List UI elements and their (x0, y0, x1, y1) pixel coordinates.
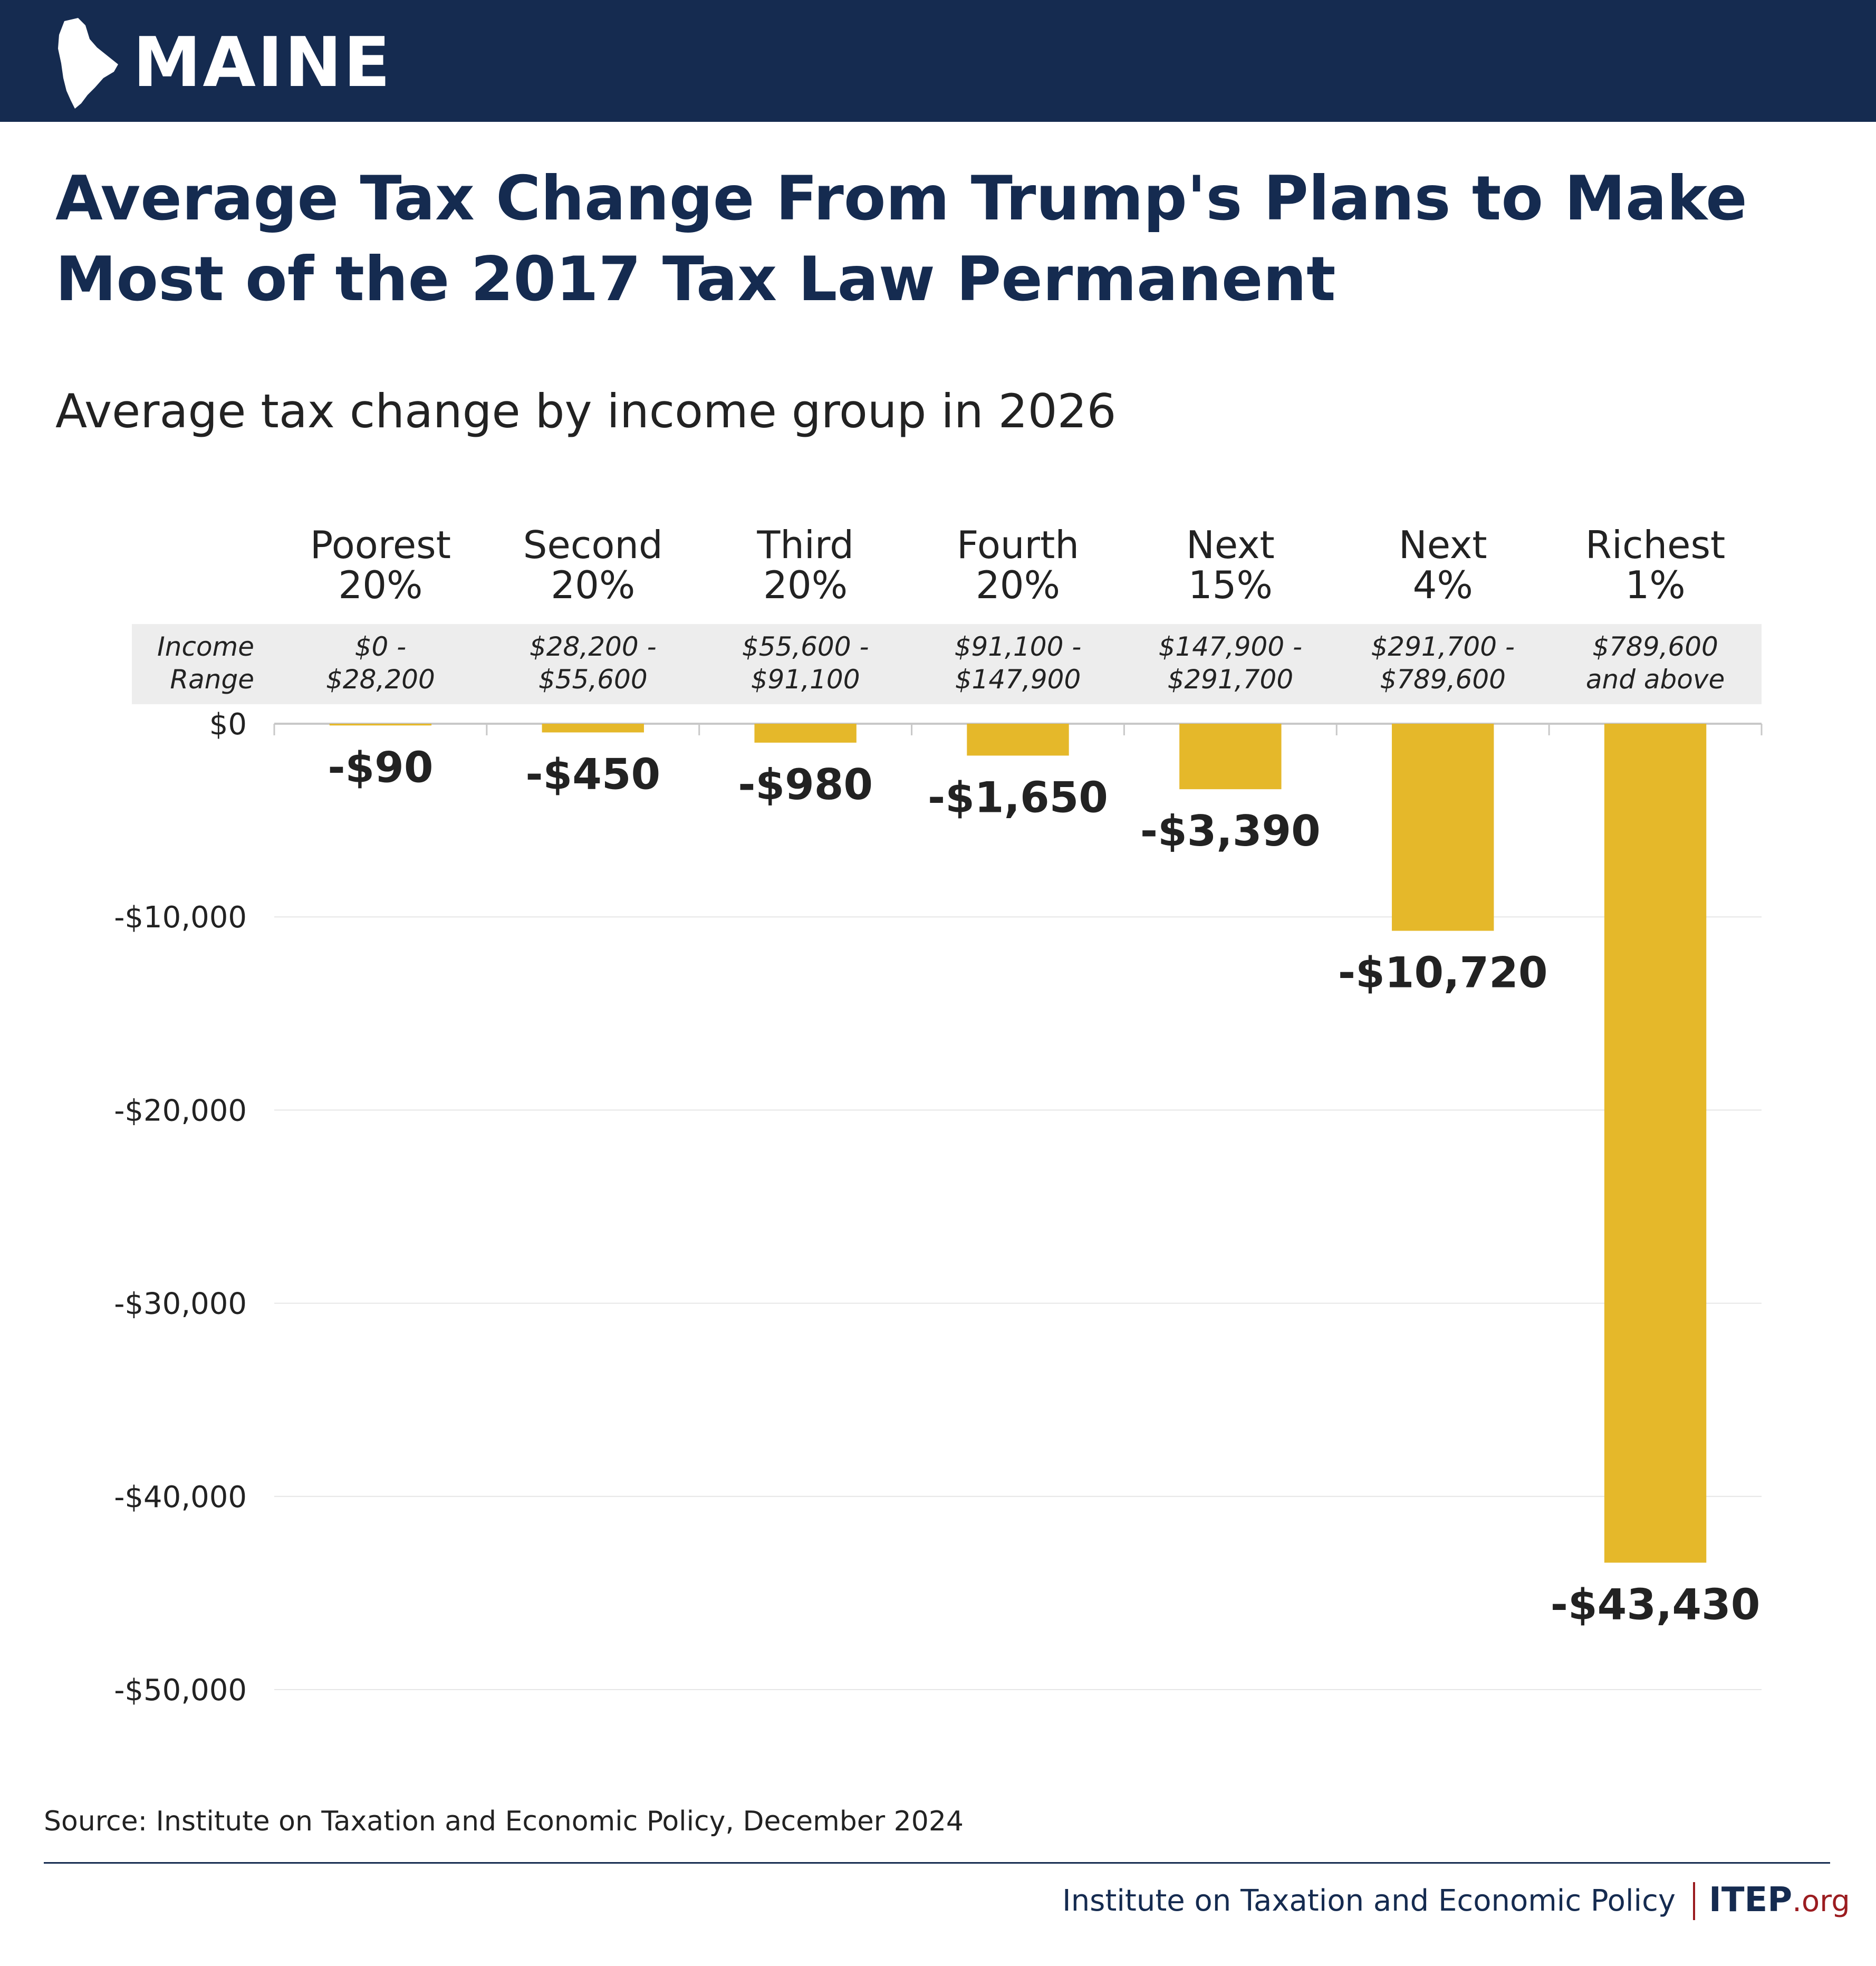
category-label: Next 4% (1399, 523, 1487, 607)
category-label: Third 20% (756, 523, 854, 607)
income-range-band: Income Range$0 -$28,200$28,200 -$55,600$5… (132, 624, 1762, 704)
y-tick-label: -$40,000 (114, 1480, 247, 1514)
category-label-line: Second (523, 523, 663, 567)
income-range-value-line: $0 - (355, 631, 407, 662)
income-range-value: $91,100 -$147,900 (955, 631, 1082, 695)
itep-logo: ITEP.org (1709, 1878, 1850, 1924)
income-range-value-line: and above (1586, 664, 1725, 695)
value-label: -$1,650 (928, 773, 1108, 822)
income-range-value-line: $291,700 - (1371, 631, 1515, 662)
income-range-value-line: $291,700 (1168, 664, 1294, 695)
bar (1179, 724, 1282, 790)
income-range-value: $28,200 -$55,600 (530, 631, 657, 695)
income-range-value: $55,600 -$91,100 (742, 631, 869, 695)
income-range-value: $147,900 -$291,700 (1159, 631, 1303, 695)
source-note: Source: Institute on Taxation and Econom… (44, 1806, 964, 1837)
maine-outline-icon (58, 18, 118, 109)
income-range-value: $789,600 and above (1586, 631, 1725, 695)
category-label-line: 20% (976, 563, 1060, 607)
income-range-value-line: $28,200 (326, 664, 435, 695)
category-label-line: Third (756, 523, 854, 567)
y-tick-label: -$50,000 (114, 1673, 247, 1708)
income-range-label-line: Range (170, 664, 254, 695)
bar (542, 724, 644, 733)
category-label-line: 15% (1188, 563, 1273, 607)
income-range-value-line: $28,200 - (530, 631, 657, 662)
bar (754, 724, 857, 743)
chart-title: Average Tax Change From Trump's Plans to… (55, 163, 1747, 315)
y-tick-label: -$20,000 (114, 1094, 247, 1128)
state-name: MAINE (133, 22, 392, 102)
category-label: Fourth 20% (957, 523, 1079, 607)
brand-tld: .org (1792, 1884, 1850, 1919)
footer-org-name: Institute on Taxation and Economic Polic… (1062, 1884, 1676, 1918)
income-range-value-line: $55,600 - (742, 631, 869, 662)
value-labels: -$90 -$450 -$980 -$1,650 -$3,390 -$10,720 -$43… (328, 743, 1760, 1629)
y-axis-tick-labels: $0 -$10,000 -$20,000 -$30,000 -$40,000 -$50,0… (114, 707, 247, 1708)
category-label: Next 15% (1186, 523, 1275, 607)
category-label-line: Poorest (310, 523, 451, 567)
income-range-label-line: Income (157, 631, 254, 662)
bars (329, 724, 1707, 1563)
income-range-value-line: $789,600 (1592, 631, 1718, 662)
category-label-line: Fourth (957, 523, 1079, 567)
value-label: -$10,720 (1338, 948, 1548, 998)
category-label-line: Richest (1585, 523, 1725, 567)
category-label-line: Next (1399, 523, 1487, 567)
category-label-line: 4% (1413, 563, 1473, 607)
category-label-line: Next (1186, 523, 1275, 567)
income-range-value: $0 -$28,200 (326, 631, 435, 695)
footer-divider (44, 1862, 1830, 1864)
category-label: Second 20% (523, 523, 663, 607)
header-bar: MAINE (0, 0, 1876, 122)
category-label-line: 20% (338, 563, 422, 607)
value-label: -$980 (738, 760, 873, 809)
y-tick-label: -$30,000 (114, 1287, 247, 1321)
category-label-line: 1% (1625, 563, 1685, 607)
category-label: Richest 1% (1585, 523, 1725, 607)
category-labels: Poorest 20%Second 20%Third 20%Fourth 20%Next… (310, 523, 1725, 607)
income-range-value-line: $789,600 (1380, 664, 1506, 695)
chart-subtitle: Average tax change by income group in 20… (55, 384, 1117, 438)
value-label: -$3,390 (1140, 807, 1321, 856)
bar-chart: Income Range$0 -$28,200$28,200 -$55,600$5… (114, 523, 1763, 1708)
value-label: -$43,430 (1551, 1580, 1760, 1629)
income-range-value-line: $147,900 - (1159, 631, 1303, 662)
value-label: -$450 (525, 750, 660, 799)
income-range-value-line: $91,100 - (955, 631, 1082, 662)
y-tick-label: $0 (209, 707, 247, 742)
income-range-value-line: $55,600 (538, 664, 648, 695)
brand-divider (1693, 1882, 1695, 1920)
bar (967, 724, 1069, 756)
income-range-value-line: $91,100 (751, 664, 860, 695)
income-range-value-line: $147,900 (955, 664, 1081, 695)
bar (329, 724, 432, 726)
category-label-line: 20% (763, 563, 848, 607)
y-tick-label: -$10,000 (114, 900, 247, 935)
bar (1604, 724, 1707, 1563)
value-label: -$90 (328, 743, 433, 792)
bar (1392, 724, 1494, 931)
income-range-label: Income Range (157, 631, 254, 695)
category-label-line: 20% (551, 563, 635, 607)
gridlines (273, 723, 1763, 1690)
brand-main: ITEP (1709, 1881, 1793, 1920)
income-range-value: $291,700 -$789,600 (1371, 631, 1515, 695)
category-label: Poorest 20% (310, 523, 451, 607)
income-range-background (132, 624, 1762, 704)
